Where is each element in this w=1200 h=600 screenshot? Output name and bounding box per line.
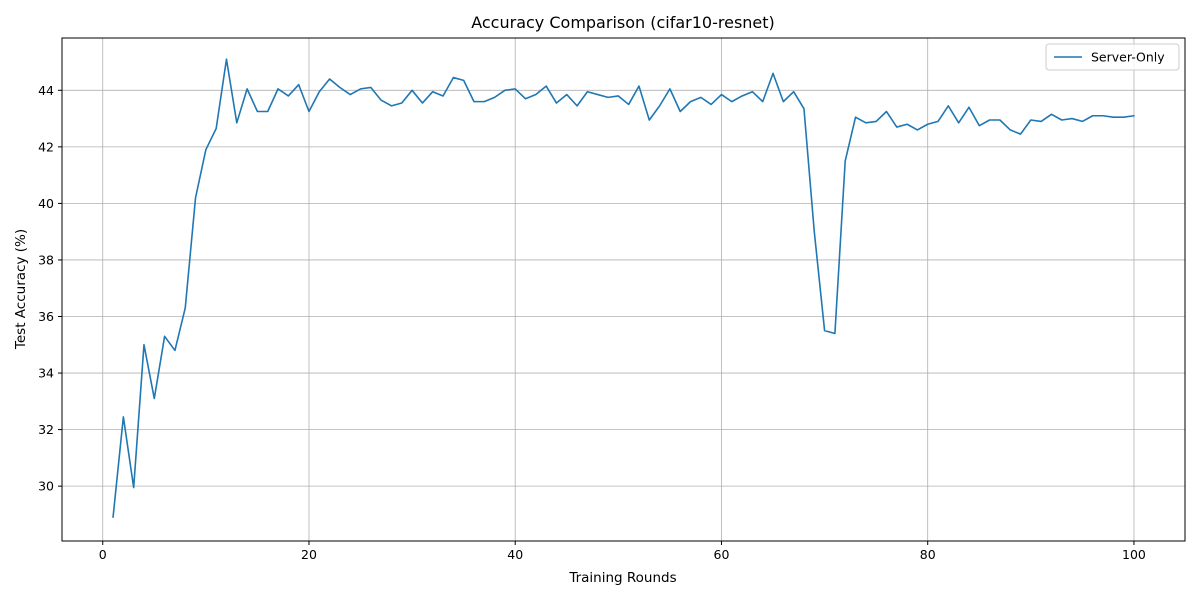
y-tick-label: 30 xyxy=(38,479,54,494)
x-tick-label: 0 xyxy=(99,547,107,562)
series-line-0 xyxy=(112,58,1135,519)
x-tick-label: 40 xyxy=(507,547,523,562)
y-tick-label: 34 xyxy=(38,366,54,381)
y-tick-label: 38 xyxy=(38,252,54,267)
x-tick-label: 100 xyxy=(1122,547,1146,562)
x-tick-label: 20 xyxy=(301,547,317,562)
legend-label: Server-Only xyxy=(1091,50,1165,65)
series-layer xyxy=(112,58,1135,519)
chart-title: Accuracy Comparison (cifar10-resnet) xyxy=(471,13,775,32)
y-tick-label: 44 xyxy=(38,83,54,98)
y-axis-label: Test Accuracy (%) xyxy=(13,229,29,350)
x-tick-label: 60 xyxy=(714,547,730,562)
y-tick-label: 40 xyxy=(38,196,54,211)
legend-box xyxy=(1045,43,1180,71)
x-axis: 0 20 40 60 80 100 xyxy=(99,541,1146,562)
y-tick-label: 36 xyxy=(38,309,54,324)
y-tick-label: 42 xyxy=(38,139,54,154)
y-tick-label: 32 xyxy=(38,422,54,437)
x-axis-label: Training Rounds xyxy=(568,570,676,586)
plot-frame xyxy=(61,37,1186,542)
legend: Server-Only xyxy=(1045,43,1180,71)
grid xyxy=(62,38,1185,541)
y-axis: 30 32 34 36 38 40 42 44 xyxy=(38,83,62,494)
x-tick-label: 80 xyxy=(920,547,936,562)
